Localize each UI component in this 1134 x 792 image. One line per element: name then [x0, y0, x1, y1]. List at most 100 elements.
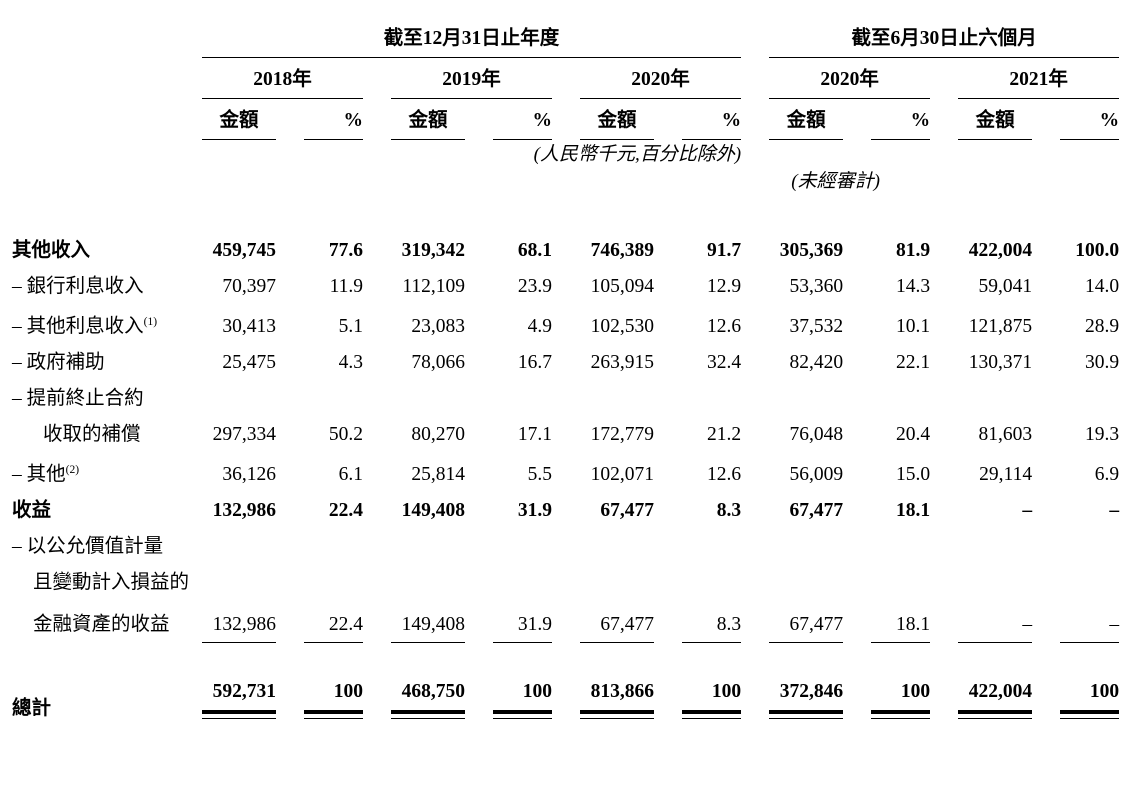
percent-cell: 15.0	[895, 464, 931, 485]
amount-cell: 67,477	[741, 601, 844, 643]
amount-cell: 132,986	[174, 601, 276, 643]
percent-header: %	[276, 99, 363, 140]
row-label: – 政府補助	[12, 352, 105, 373]
amount-cell: 81,603	[978, 424, 1033, 445]
percent-cell: 8.3	[654, 601, 742, 643]
footnote-marker: (2)	[65, 464, 80, 476]
table-row-other-income: 其他收入 459,745 77.6 319,342 68.1 746,389 9…	[12, 194, 1119, 269]
percent-cell: 12.9	[706, 276, 742, 297]
amount-cell: 459,745	[212, 240, 276, 261]
amount-cell: 592,731	[174, 643, 276, 721]
table-row-others: – 其他(2) 36,126 6.1 25,814 5.5 102,071 12…	[12, 453, 1119, 493]
percent-cell: 6.1	[338, 464, 363, 485]
percent-cell: 6.9	[1094, 464, 1120, 485]
amount-cell: –	[930, 601, 1033, 643]
row-label: – 以公允價值計量	[12, 536, 164, 557]
amount-cell: 25,814	[411, 464, 465, 485]
period-header-interim-label: 截至6月30日止六個月	[769, 28, 1120, 58]
percent-cell: 68.1	[517, 240, 552, 261]
year-header-2018: 2018年	[174, 58, 363, 99]
table-row-government-grants: – 政府補助 25,475 4.3 78,066 16.7 263,915 32…	[12, 345, 1119, 381]
table-row-gains: 收益 132,986 22.4 149,408 31.9 67,477 8.3 …	[12, 493, 1119, 529]
row-label: 且變動計入損益的	[33, 572, 190, 593]
amount-header: 金額	[174, 99, 276, 140]
percent-cell: 5.1	[338, 316, 363, 337]
amount-header: 金額	[930, 99, 1033, 140]
percent-cell: 5.5	[527, 464, 552, 485]
corner-cell	[12, 24, 174, 58]
percent-cell: 4.3	[338, 352, 363, 373]
percent-cell: 22.4	[328, 500, 363, 521]
amount-cell: 102,071	[590, 464, 654, 485]
amount-cell: 305,369	[779, 240, 844, 261]
year-header-2020-interim: 2020年	[741, 58, 931, 99]
percent-cell: 12.6	[706, 464, 742, 485]
amount-cell: 297,334	[212, 424, 276, 445]
amount-cell: 121,875	[968, 316, 1033, 337]
amount-cell: 59,041	[978, 276, 1033, 297]
amount-header: 金額	[552, 99, 654, 140]
amount-cell: 149,408	[363, 601, 465, 643]
year-header-2021-interim: 2021年	[930, 58, 1120, 99]
percent-cell: –	[1032, 601, 1120, 643]
year-header-2019: 2019年	[363, 58, 552, 99]
amount-cell: 105,094	[590, 276, 654, 297]
amount-cell: 468,750	[363, 643, 465, 721]
table-row-bank-interest: – 銀行利息收入 70,397 11.9 112,109 23.9 105,09…	[12, 269, 1119, 305]
percent-header: %	[1032, 99, 1120, 140]
table-row-total: 總計 592,731 100 468,750 100 813,866 100 3…	[12, 643, 1120, 721]
amount-cell: 422,004	[930, 643, 1033, 721]
percent-cell: 100.0	[1075, 240, 1120, 261]
year-header-row: 2018年 2019年 2020年 2020年 2021年	[12, 58, 1120, 99]
percent-cell: 91.7	[706, 240, 742, 261]
percent-cell: 32.4	[706, 352, 742, 373]
amount-header: 金額	[741, 99, 844, 140]
table-row-fvtpl-values: 金融資產的收益 132,986 22.4 149,408 31.9 67,477…	[12, 601, 1120, 643]
amount-cell: 112,109	[402, 276, 465, 297]
percent-cell: 100	[1032, 643, 1120, 721]
table-row-fvtpl-line2: 且變動計入損益的	[12, 565, 1119, 601]
units-note: (人民幣千元,百分比除外)	[533, 144, 742, 165]
amount-cell: 172,779	[590, 424, 654, 445]
amount-cell: 813,866	[552, 643, 654, 721]
percent-cell: 100	[465, 643, 552, 721]
amount-cell: 102,530	[590, 316, 654, 337]
year-header-2020: 2020年	[552, 58, 742, 99]
percent-header: %	[843, 99, 931, 140]
percent-cell: 100	[654, 643, 742, 721]
percent-cell: 28.9	[1084, 316, 1120, 337]
unaudited-note: (未經審計)	[791, 171, 880, 192]
document-page: 截至12月31日止年度 截至6月30日止六個月 2018年 2019年 2020…	[12, 24, 1120, 721]
amount-cell: –	[1022, 500, 1033, 521]
amount-cell: 78,066	[411, 352, 465, 373]
percent-cell: 14.0	[1084, 276, 1120, 297]
percent-cell: 81.9	[895, 240, 931, 261]
amount-cell: 30,413	[222, 316, 276, 337]
percent-cell: 22.4	[276, 601, 363, 643]
footnote-marker: (1)	[143, 316, 158, 328]
amount-cell: 56,009	[789, 464, 844, 485]
percent-cell: 14.3	[895, 276, 931, 297]
percent-cell: 18.1	[843, 601, 931, 643]
percent-cell: 4.9	[527, 316, 552, 337]
period-header-interim: 截至6月30日止六個月	[741, 24, 1120, 58]
percent-cell: 31.9	[517, 500, 552, 521]
percent-cell: 17.1	[517, 424, 552, 445]
row-label: 總計	[12, 697, 52, 719]
row-label: – 提前終止合約	[12, 388, 144, 409]
amount-cell: 80,270	[411, 424, 465, 445]
percent-cell: 50.2	[328, 424, 363, 445]
row-label: 金融資產的收益	[33, 614, 170, 635]
row-label: 其他收入	[12, 240, 91, 261]
amount-cell: 23,083	[411, 316, 465, 337]
amount-cell: 422,004	[968, 240, 1033, 261]
row-label: 收取的補償	[43, 424, 141, 445]
amount-cell: 36,126	[222, 464, 276, 485]
amount-cell: 76,048	[789, 424, 844, 445]
percent-cell: 19.3	[1084, 424, 1120, 445]
table-row-early-termination-line1: – 提前終止合約	[12, 381, 1119, 417]
subheader-row: 金額 % 金額 % 金額 % 金額 % 金額 %	[12, 99, 1120, 140]
percent-cell: 11.9	[329, 276, 363, 297]
percent-cell: 30.9	[1084, 352, 1120, 373]
income-breakdown-table: 截至12月31日止年度 截至6月30日止六個月 2018年 2019年 2020…	[12, 24, 1120, 721]
